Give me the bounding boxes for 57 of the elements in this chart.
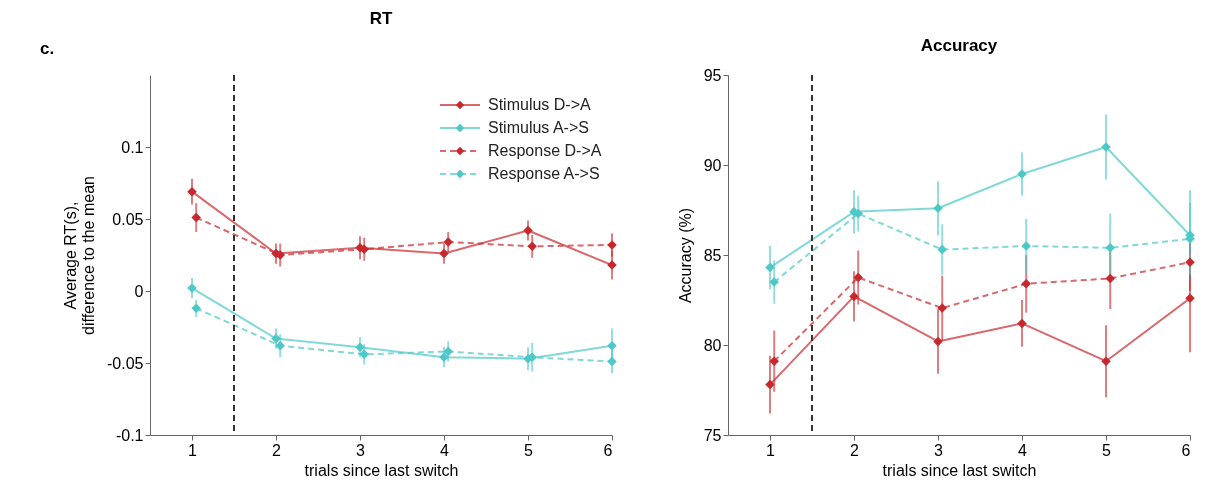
- x-tick-label: 4: [1018, 441, 1028, 459]
- legend-label: Stimulus D->A: [488, 96, 592, 113]
- x-tick-label: 6: [603, 441, 613, 459]
- x-tick-label: 6: [1181, 441, 1191, 459]
- point: [607, 340, 617, 351]
- y-tick-label: 85: [703, 246, 722, 264]
- x-tick-label: 5: [1102, 441, 1112, 459]
- point: [187, 186, 197, 197]
- point: [523, 225, 533, 236]
- x-tick-label: 1: [766, 441, 776, 459]
- x-tick-label: 4: [440, 441, 450, 459]
- point: [443, 346, 453, 357]
- point: [359, 349, 369, 360]
- point: [439, 248, 449, 259]
- y-tick-label: 80: [703, 336, 722, 354]
- point: [191, 212, 201, 223]
- x-axis-title: trials since last switch: [304, 461, 459, 479]
- y-tick-label: 90: [703, 156, 722, 174]
- y-tick-label: 0.1: [121, 138, 144, 156]
- point: [765, 262, 775, 273]
- legend-label: Response A->S: [488, 165, 600, 182]
- point: [765, 379, 775, 390]
- x-tick-label: 2: [272, 441, 282, 459]
- text: c.: [40, 39, 55, 58]
- x-axis-title: trials since last switch: [882, 461, 1037, 479]
- point: [1105, 243, 1115, 253]
- legend-label: Stimulus A->S: [488, 119, 589, 136]
- point: [607, 356, 617, 367]
- y-axis-title: Average RT(s), difference to the mean: [62, 176, 98, 335]
- y-tick-label: 75: [703, 426, 722, 444]
- y-tick-label: 0.05: [112, 210, 144, 228]
- y-tick-label: 0: [134, 282, 144, 300]
- y-tick-label: -0.1: [115, 426, 144, 444]
- point: [1105, 273, 1115, 284]
- point: [527, 241, 537, 252]
- point: [853, 272, 863, 283]
- point: [937, 303, 947, 313]
- point: [849, 291, 859, 302]
- x-tick-label: 3: [934, 441, 944, 459]
- point: [933, 336, 943, 347]
- chart-title: Accuracy: [920, 36, 998, 55]
- x-tick-label: 3: [356, 441, 366, 459]
- y-tick-label: 95: [703, 66, 722, 84]
- legend-label: Response D->A: [488, 142, 602, 159]
- y-tick-label: -0.05: [107, 354, 144, 372]
- x-tick-label: 2: [850, 441, 860, 459]
- point: [191, 303, 201, 314]
- point: [769, 356, 779, 366]
- y-axis-title: Accuracy (%): [676, 207, 694, 304]
- x-tick-label: 1: [188, 441, 198, 459]
- point: [271, 333, 281, 344]
- point: [275, 340, 285, 351]
- x-tick-label: 5: [524, 441, 534, 459]
- point: [937, 244, 947, 255]
- point: [1021, 279, 1031, 289]
- chart-title: RT: [369, 9, 393, 28]
- point: [1017, 318, 1027, 329]
